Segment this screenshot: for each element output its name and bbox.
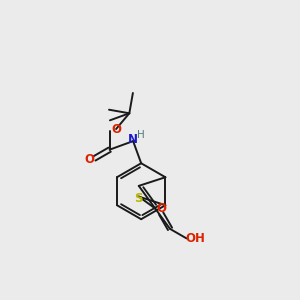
Text: H: H [137, 130, 145, 140]
Text: S: S [134, 191, 143, 205]
Text: O: O [111, 123, 121, 136]
Text: N: N [128, 133, 137, 146]
Text: O: O [156, 202, 166, 215]
Text: O: O [84, 153, 94, 166]
Text: OH: OH [185, 232, 205, 245]
